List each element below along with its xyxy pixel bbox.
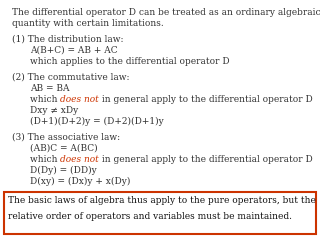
Text: D(Dy) = (DD)y: D(Dy) = (DD)y (30, 166, 97, 175)
Text: in general apply to the differential operator D: in general apply to the differential ope… (99, 95, 313, 104)
Text: (1) The distribution law:: (1) The distribution law: (12, 35, 124, 44)
Text: which: which (30, 155, 60, 164)
Text: (AB)C = A(BC): (AB)C = A(BC) (30, 144, 98, 153)
Text: does not: does not (60, 95, 99, 104)
Bar (4, 192, 316, 234)
Text: quantity with certain limitations.: quantity with certain limitations. (12, 19, 164, 28)
Text: (2) The commutative law:: (2) The commutative law: (12, 73, 130, 82)
Text: which applies to the differential operator D: which applies to the differential operat… (30, 57, 230, 66)
Text: Dxy ≠ xDy: Dxy ≠ xDy (30, 106, 78, 115)
Text: in general apply to the differential operator D: in general apply to the differential ope… (99, 155, 313, 164)
Text: A(B+C) = AB + AC: A(B+C) = AB + AC (30, 46, 118, 55)
Text: (3) The associative law:: (3) The associative law: (12, 133, 120, 142)
Text: relative order of operators and variables must be maintained.: relative order of operators and variable… (8, 212, 292, 221)
Text: which: which (30, 95, 60, 104)
Text: AB = BA: AB = BA (30, 84, 69, 93)
Text: does not: does not (60, 155, 99, 164)
Text: D(xy) = (Dx)y + x(Dy): D(xy) = (Dx)y + x(Dy) (30, 177, 130, 186)
Text: The differential operator D can be treated as an ordinary algebraic: The differential operator D can be treat… (12, 8, 320, 17)
Text: (D+1)(D+2)y = (D+2)(D+1)y: (D+1)(D+2)y = (D+2)(D+1)y (30, 117, 164, 126)
Text: The basic laws of algebra thus apply to the pure operators, but the: The basic laws of algebra thus apply to … (8, 196, 316, 205)
